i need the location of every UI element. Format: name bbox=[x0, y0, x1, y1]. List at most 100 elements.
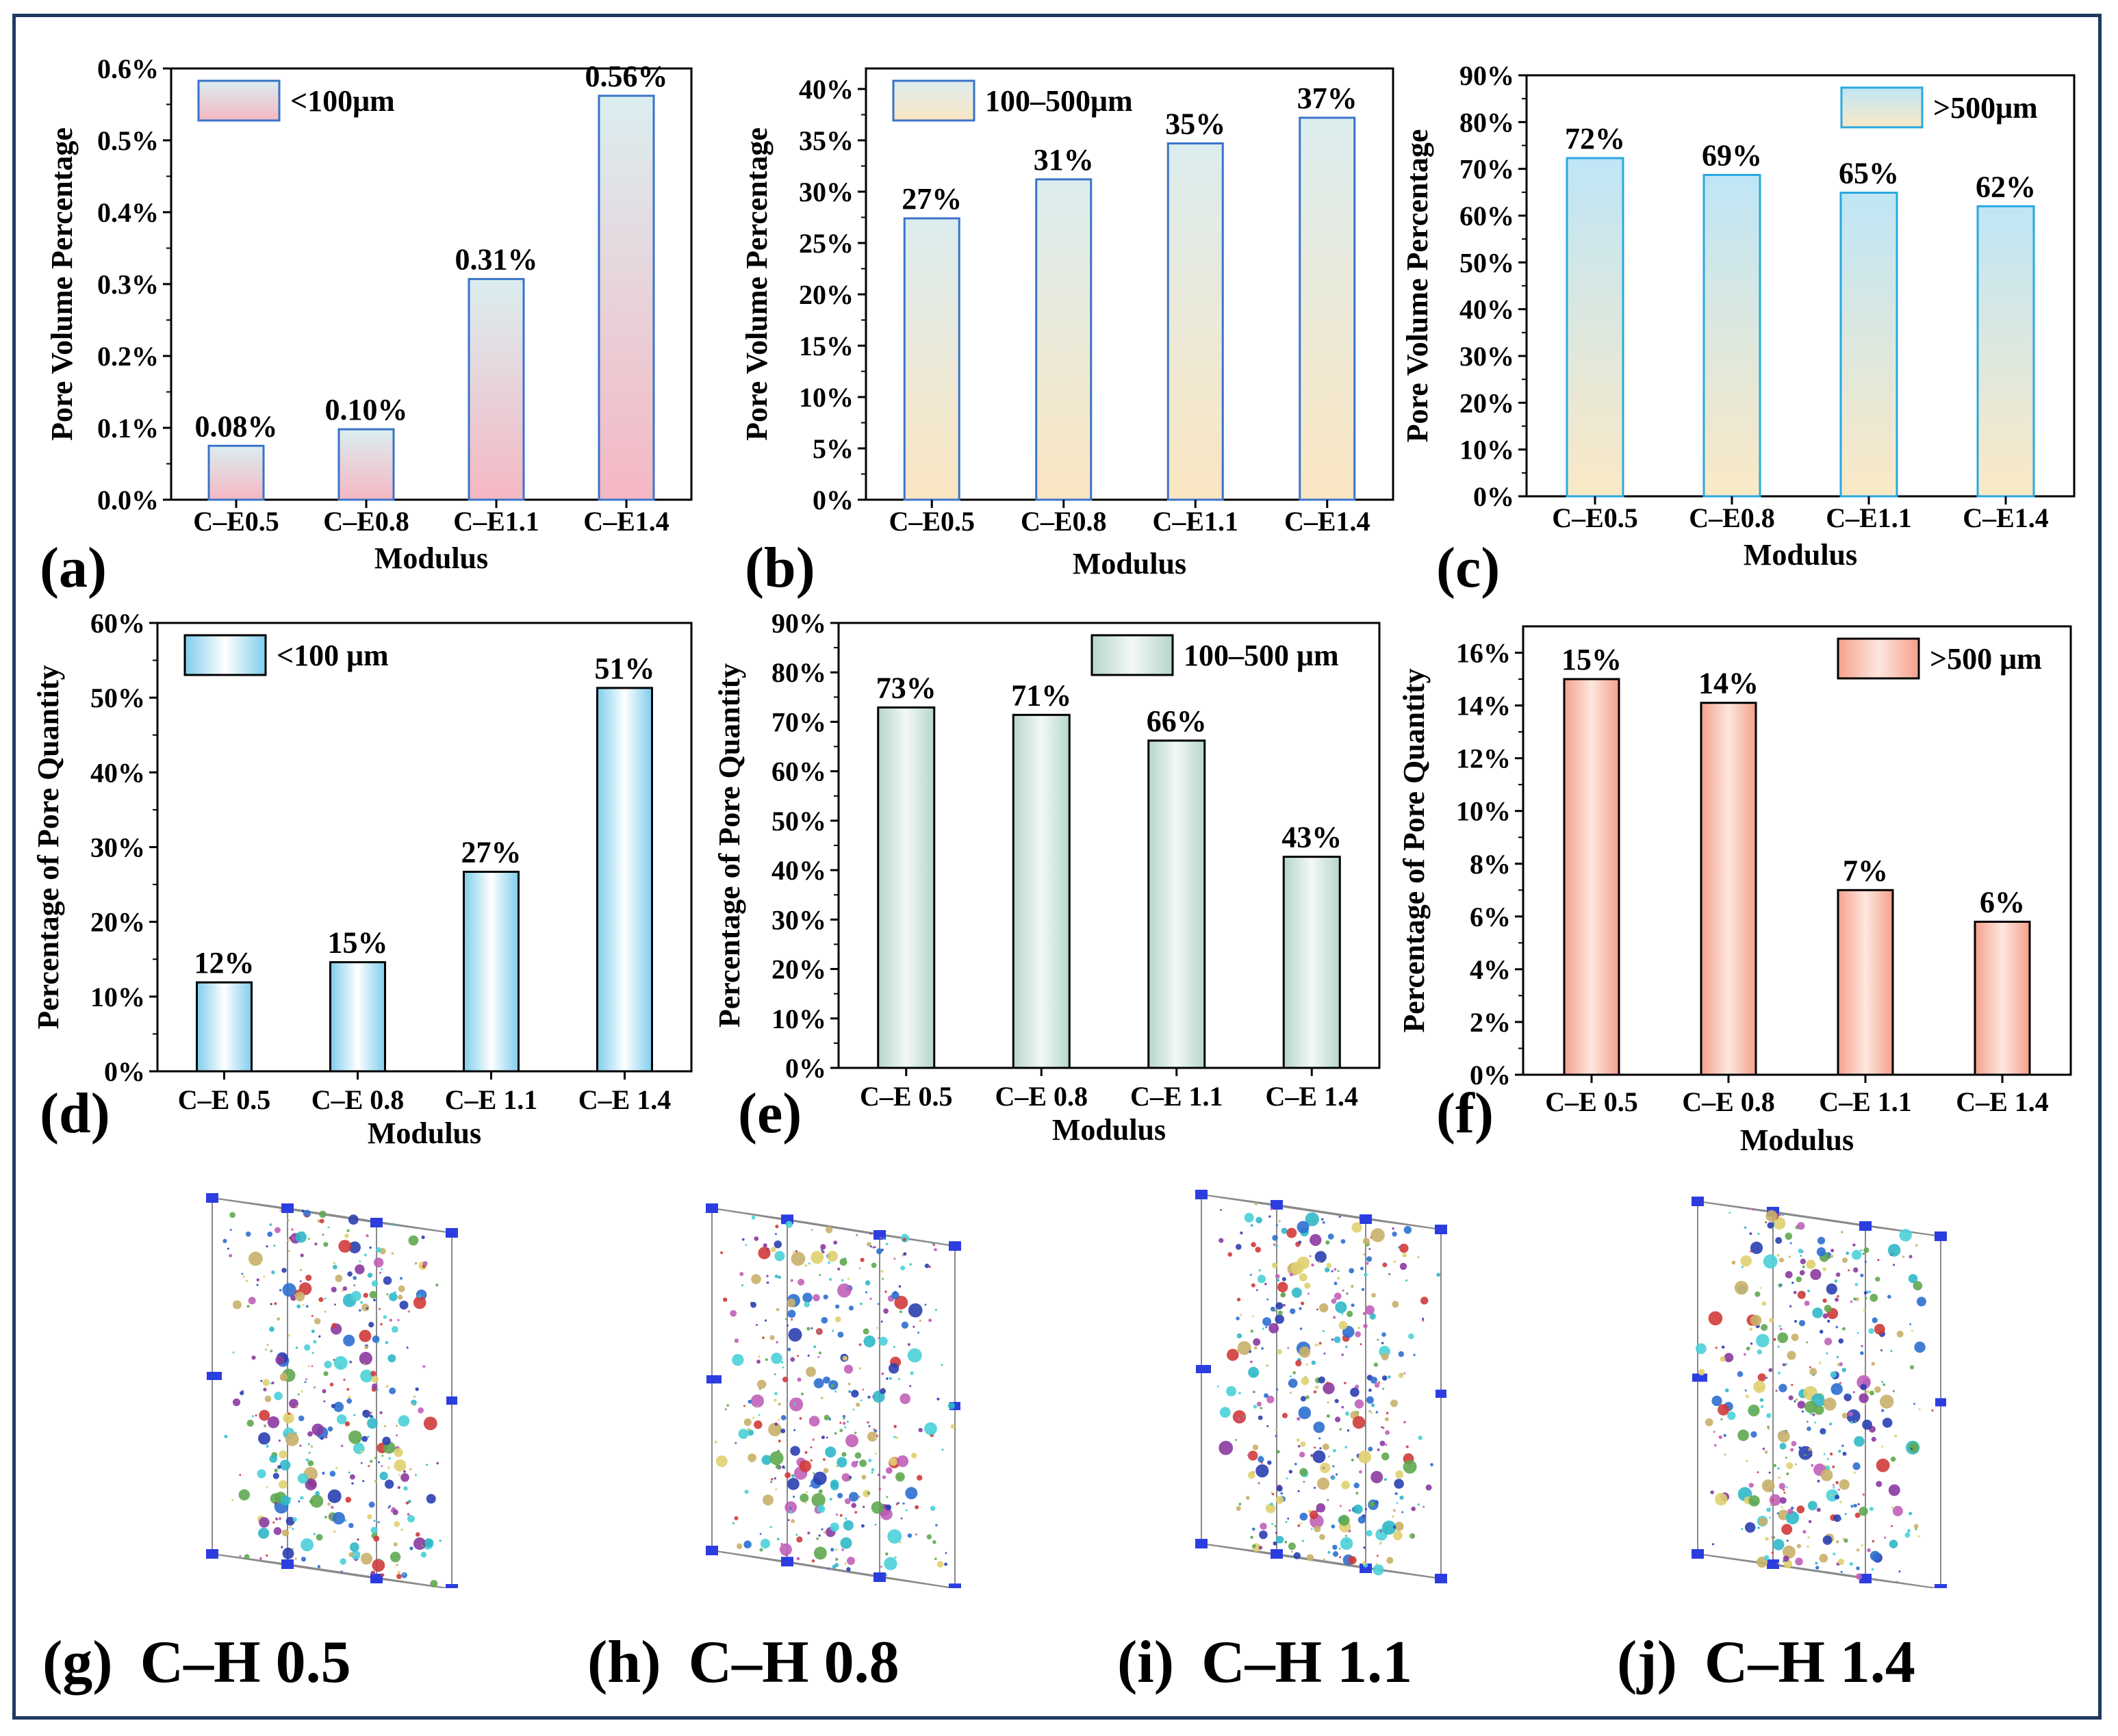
pore bbox=[1852, 1391, 1855, 1394]
data-label: 14% bbox=[1698, 667, 1759, 700]
pore bbox=[1357, 1516, 1366, 1524]
pore bbox=[1234, 1439, 1237, 1441]
pore bbox=[1833, 1486, 1835, 1489]
pore bbox=[787, 1324, 789, 1327]
pore bbox=[348, 1522, 354, 1529]
pore bbox=[1244, 1212, 1254, 1223]
pore bbox=[366, 1307, 368, 1310]
pore bbox=[1275, 1302, 1284, 1310]
pore bbox=[383, 1276, 392, 1285]
pore bbox=[1786, 1462, 1794, 1470]
pore bbox=[1310, 1454, 1314, 1457]
pore bbox=[1275, 1274, 1280, 1279]
pore bbox=[893, 1425, 897, 1429]
pore bbox=[1334, 1268, 1337, 1271]
x-tick-label: C–E1.4 bbox=[1284, 506, 1370, 537]
pore bbox=[1277, 1349, 1282, 1355]
pore bbox=[384, 1479, 394, 1489]
pore bbox=[882, 1238, 885, 1240]
pore bbox=[1258, 1269, 1262, 1272]
pore bbox=[1752, 1208, 1755, 1211]
pore bbox=[1325, 1240, 1330, 1245]
pore bbox=[799, 1417, 802, 1420]
pore bbox=[1777, 1467, 1780, 1470]
pore bbox=[359, 1260, 361, 1263]
pore bbox=[885, 1504, 892, 1511]
pore bbox=[302, 1303, 305, 1306]
pore bbox=[1765, 1210, 1778, 1222]
pore bbox=[1325, 1267, 1330, 1273]
pore bbox=[780, 1415, 787, 1420]
pore bbox=[935, 1524, 938, 1527]
pore bbox=[865, 1280, 871, 1286]
bar bbox=[196, 981, 253, 1073]
pore bbox=[824, 1414, 830, 1420]
corner-marker bbox=[370, 1218, 383, 1227]
pore bbox=[787, 1347, 791, 1351]
pore bbox=[771, 1353, 782, 1364]
data-label: 72% bbox=[1565, 122, 1625, 155]
corner-marker bbox=[1692, 1549, 1704, 1559]
pore bbox=[1363, 1323, 1368, 1329]
x-axis-title: Modulus bbox=[1744, 538, 1857, 572]
pore bbox=[1711, 1395, 1722, 1407]
pore bbox=[414, 1262, 418, 1265]
pore bbox=[307, 1238, 310, 1240]
legend-swatch bbox=[1837, 637, 1920, 680]
pore bbox=[788, 1327, 802, 1342]
pore bbox=[1838, 1338, 1844, 1344]
pore bbox=[1760, 1405, 1764, 1408]
pore bbox=[1761, 1324, 1768, 1331]
pore bbox=[1808, 1448, 1812, 1451]
pore bbox=[1796, 1505, 1805, 1514]
pore bbox=[367, 1273, 373, 1278]
pore bbox=[811, 1327, 813, 1329]
pore bbox=[842, 1421, 846, 1425]
pore bbox=[1334, 1399, 1339, 1403]
pore bbox=[1852, 1462, 1861, 1470]
plot-frame bbox=[1522, 625, 2072, 1076]
x-tick-label: C–E1.4 bbox=[583, 506, 669, 537]
pore bbox=[421, 1544, 424, 1547]
pore bbox=[274, 1302, 277, 1305]
pore bbox=[1297, 1524, 1301, 1527]
pore bbox=[396, 1434, 398, 1437]
pore bbox=[1388, 1375, 1391, 1379]
pore bbox=[915, 1505, 919, 1509]
pore bbox=[1787, 1351, 1796, 1360]
pore bbox=[1759, 1287, 1762, 1289]
pore bbox=[769, 1451, 784, 1466]
pore bbox=[774, 1373, 776, 1376]
pore bbox=[737, 1543, 743, 1549]
pore bbox=[1253, 1338, 1261, 1346]
pore bbox=[279, 1450, 288, 1459]
pore bbox=[1793, 1290, 1797, 1294]
pore bbox=[1227, 1252, 1232, 1257]
pore bbox=[319, 1210, 327, 1218]
pore bbox=[894, 1556, 897, 1559]
y-tick-label: 0.3% bbox=[97, 269, 159, 300]
data-label: 62% bbox=[1976, 170, 2036, 203]
pore bbox=[1839, 1381, 1841, 1384]
chart-c: 0%10%20%30%40%50%60%70%80%90%Pore Volume… bbox=[1401, 60, 2076, 572]
pore bbox=[1276, 1535, 1284, 1544]
pore bbox=[754, 1236, 759, 1241]
pore-volume-render bbox=[1195, 1190, 1447, 1583]
pore bbox=[295, 1346, 298, 1349]
pore bbox=[1236, 1349, 1238, 1352]
pore bbox=[349, 1360, 353, 1364]
pore bbox=[281, 1268, 287, 1273]
bar bbox=[1700, 702, 1757, 1076]
bar bbox=[1566, 157, 1624, 498]
pore bbox=[863, 1328, 869, 1335]
pore bbox=[1860, 1249, 1863, 1251]
pore bbox=[1219, 1238, 1224, 1243]
pore bbox=[1265, 1326, 1268, 1329]
pore bbox=[418, 1407, 424, 1414]
pore bbox=[240, 1391, 244, 1396]
pore bbox=[1842, 1258, 1848, 1263]
corner-marker bbox=[1360, 1563, 1372, 1573]
pore bbox=[1785, 1456, 1787, 1459]
pore bbox=[407, 1515, 415, 1523]
data-label: 0.08% bbox=[195, 409, 278, 443]
